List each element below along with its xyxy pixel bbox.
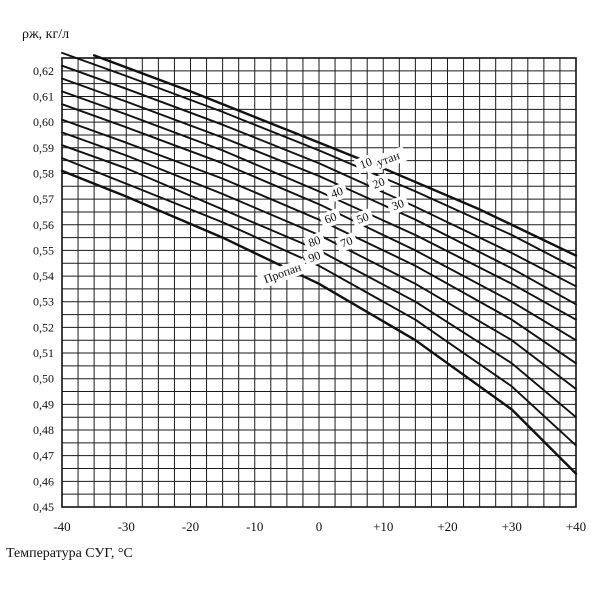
series-label: 70 xyxy=(338,233,354,250)
y-axis-title: ρж, кг/л xyxy=(22,27,69,42)
series-label-bg xyxy=(318,208,343,229)
series-line xyxy=(61,51,577,270)
series-label-bg xyxy=(325,182,350,204)
series-label: 60 xyxy=(322,209,338,226)
y-tick-label: 0,56 xyxy=(33,218,54,232)
series-line xyxy=(61,118,577,365)
y-tick-label: 0,53 xyxy=(33,295,54,309)
x-tick-label: -30 xyxy=(118,519,135,534)
y-tick-label: 0,48 xyxy=(33,423,54,437)
y-tick-label: 0,60 xyxy=(33,115,54,129)
y-tick-label: 0,47 xyxy=(33,449,54,463)
series-label: 20 xyxy=(371,174,387,191)
series-label: 50 xyxy=(355,209,371,226)
series-label-group: 20 xyxy=(366,173,391,194)
series-line xyxy=(61,103,577,342)
series-label: 90 xyxy=(306,248,322,265)
axes: 0,45 0,46 0,47 0,48 0,49 0,50 0,51 0,52 0,53 0,54… xyxy=(33,57,586,534)
y-tick-label: 0,62 xyxy=(33,64,54,78)
y-tick-label: 0,51 xyxy=(33,346,54,360)
series-label-group: 70 xyxy=(334,231,359,253)
x-tick-label: +10 xyxy=(373,519,393,534)
series-label-bg xyxy=(366,173,391,194)
series-label-bg xyxy=(256,258,309,289)
y-tick-label: 0,46 xyxy=(33,474,54,488)
series-line xyxy=(61,64,577,288)
y-tick-label: 0,50 xyxy=(33,372,54,386)
y-tick-label: 0,55 xyxy=(33,243,54,257)
series-label-bg xyxy=(386,194,411,216)
y-tick-label: 0,61 xyxy=(33,89,54,103)
series-label-group: 30 xyxy=(386,194,411,216)
y-tick-label: 0,49 xyxy=(33,397,54,411)
series-label-bg xyxy=(350,208,375,229)
series-label-bg xyxy=(354,153,378,175)
series-line xyxy=(60,169,578,475)
y-tick-label: 0,59 xyxy=(33,141,54,155)
x-tick-label: +40 xyxy=(566,519,586,534)
x-tick-label: 0 xyxy=(316,519,323,534)
series-line xyxy=(92,54,578,257)
series-label: 40 xyxy=(329,184,345,201)
series-line xyxy=(61,157,577,447)
series-label: 80 xyxy=(306,233,322,250)
x-tick-label: +20 xyxy=(437,519,457,534)
series-label-group: Пропан xyxy=(256,258,309,289)
series-label: 30 xyxy=(390,196,406,213)
x-tick-label: -40 xyxy=(53,519,70,534)
series-label-group: 90 xyxy=(302,246,327,268)
series-label-group: 10 xyxy=(354,153,378,175)
y-tick-label: 0,45 xyxy=(33,500,54,514)
series-line xyxy=(61,77,577,306)
series-label-group: 50 xyxy=(350,208,375,229)
y-tick-label: 0,57 xyxy=(33,192,54,206)
series-label-bg xyxy=(302,246,327,268)
y-tick-label: 0,54 xyxy=(33,269,54,283)
series-label-group: 60 xyxy=(318,208,343,229)
series-label: 10 xyxy=(358,155,374,172)
series-label-bg xyxy=(334,231,359,253)
x-tick-label: -10 xyxy=(246,519,263,534)
x-tick-label: +30 xyxy=(502,519,522,534)
y-tick-label: 0,58 xyxy=(33,166,54,180)
x-axis-title: Температура СУГ, °С xyxy=(6,546,133,561)
series-lines xyxy=(60,51,578,475)
series-label-group: 40 xyxy=(325,182,350,204)
x-tick-label: -20 xyxy=(182,519,199,534)
y-tick-label: 0,52 xyxy=(33,320,54,334)
plot-frame xyxy=(61,57,577,508)
series-line xyxy=(61,90,577,321)
